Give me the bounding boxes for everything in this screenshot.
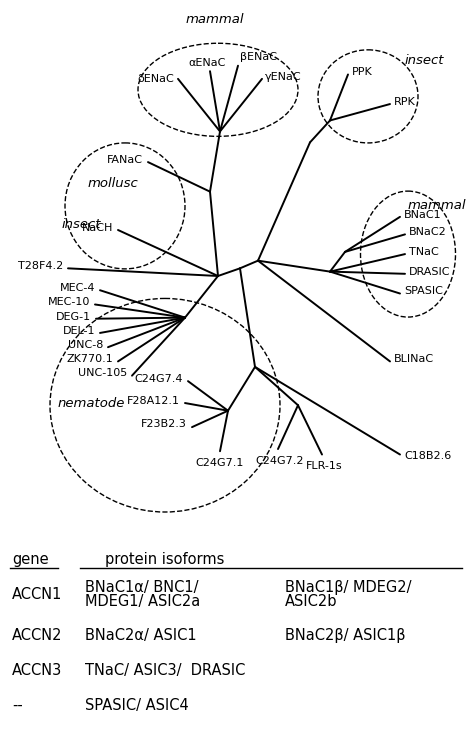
- Text: βENaC: βENaC: [240, 53, 277, 62]
- Text: δENaC: δENaC: [137, 74, 174, 84]
- Text: SPASIC: SPASIC: [404, 286, 443, 297]
- Text: ASIC2b: ASIC2b: [285, 595, 337, 610]
- Text: nematode: nematode: [58, 397, 126, 409]
- Text: DEL-1: DEL-1: [63, 326, 95, 336]
- Text: DRASIC: DRASIC: [409, 267, 450, 276]
- Text: UNC-105: UNC-105: [78, 369, 127, 379]
- Text: mollusc: mollusc: [88, 177, 139, 191]
- Text: ACCN1: ACCN1: [12, 587, 63, 602]
- Text: DEG-1: DEG-1: [56, 312, 91, 321]
- Text: NaCH: NaCH: [82, 223, 113, 233]
- Text: BNaC1: BNaC1: [404, 210, 442, 219]
- Text: C24G7.4: C24G7.4: [135, 374, 183, 384]
- Text: TNaC: TNaC: [409, 247, 439, 257]
- Text: FANaC: FANaC: [107, 155, 143, 165]
- Text: gene: gene: [12, 552, 49, 567]
- Text: ZK770.1: ZK770.1: [66, 354, 113, 364]
- Text: BNaC2α/ ASIC1: BNaC2α/ ASIC1: [85, 628, 197, 643]
- Text: MEC-10: MEC-10: [47, 297, 90, 307]
- Text: BNaC2: BNaC2: [409, 228, 447, 237]
- Text: SPASIC/ ASIC4: SPASIC/ ASIC4: [85, 698, 189, 713]
- Text: MEC-4: MEC-4: [60, 283, 95, 293]
- Text: RPK: RPK: [394, 97, 416, 107]
- Text: BNaC2β/ ASIC1β: BNaC2β/ ASIC1β: [285, 628, 405, 643]
- Text: ACCN2: ACCN2: [12, 628, 63, 643]
- Text: insect: insect: [62, 218, 101, 231]
- Text: αENaC: αENaC: [188, 58, 226, 68]
- Text: BNaC1β/ MDEG2/: BNaC1β/ MDEG2/: [285, 581, 411, 596]
- Text: UNC-8: UNC-8: [68, 340, 103, 350]
- Text: F23B2.3: F23B2.3: [141, 419, 187, 430]
- Text: mammal: mammal: [408, 200, 466, 213]
- Text: mammal: mammal: [186, 14, 244, 26]
- Text: protein isoforms: protein isoforms: [105, 552, 225, 567]
- Text: TNaC/ ASIC3/  DRASIC: TNaC/ ASIC3/ DRASIC: [85, 663, 246, 678]
- Text: T28F4.2: T28F4.2: [18, 261, 63, 271]
- Text: BLINaC: BLINaC: [394, 354, 434, 364]
- Text: C18B2.6: C18B2.6: [404, 451, 451, 460]
- Text: C24G7.1: C24G7.1: [196, 458, 244, 468]
- Text: insect: insect: [405, 54, 445, 67]
- Text: FLR-1s: FLR-1s: [306, 461, 342, 471]
- Text: PPK: PPK: [352, 68, 373, 77]
- Text: ACCN3: ACCN3: [12, 663, 62, 678]
- Text: F28A12.1: F28A12.1: [127, 396, 180, 406]
- Text: BNaC1α/ BNC1/: BNaC1α/ BNC1/: [85, 581, 199, 596]
- Text: C24G7.2: C24G7.2: [256, 456, 304, 466]
- Text: γENaC: γENaC: [265, 71, 301, 82]
- Text: MDEG1/ ASIC2a: MDEG1/ ASIC2a: [85, 595, 200, 610]
- Text: --: --: [12, 698, 23, 713]
